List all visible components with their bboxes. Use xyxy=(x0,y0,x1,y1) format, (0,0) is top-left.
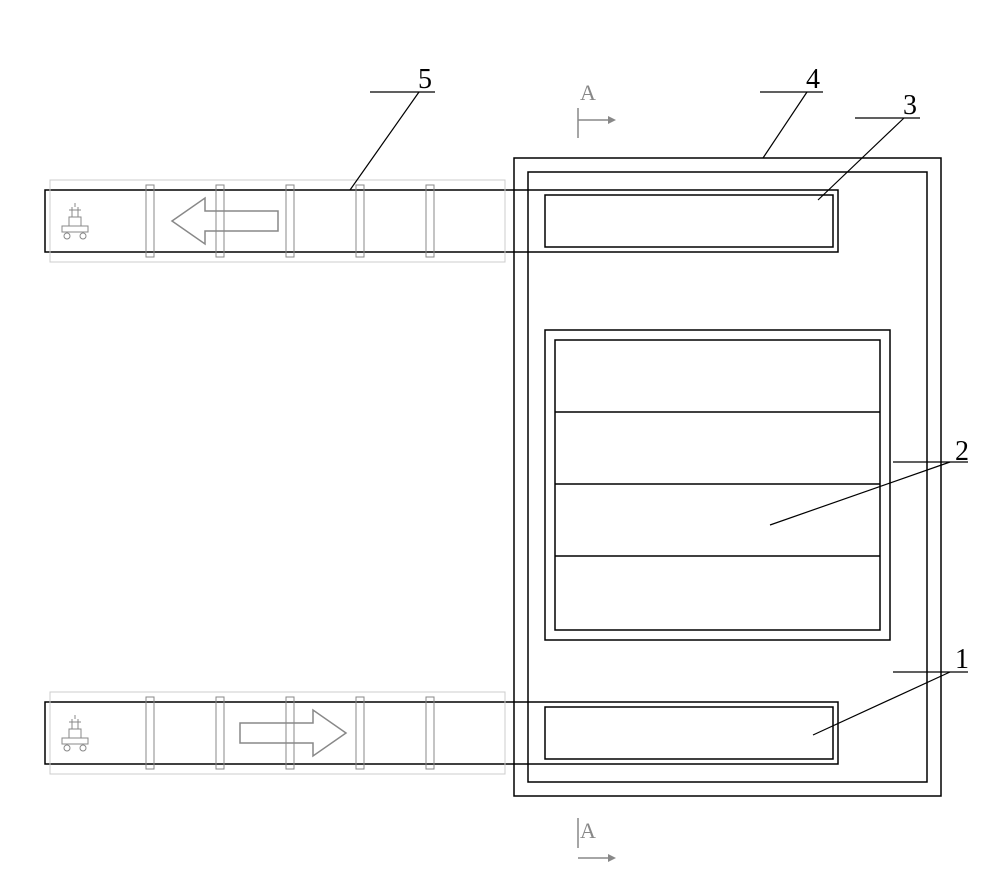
top-conveyor-5 xyxy=(50,180,505,262)
label-2: 2 xyxy=(955,436,969,467)
labels: 1 2 3 4 5 xyxy=(418,64,969,675)
leaders xyxy=(350,92,968,735)
center-box-2 xyxy=(545,330,890,640)
top-channel-3 xyxy=(45,190,838,252)
label-3: 3 xyxy=(903,90,917,121)
outer-frame-4 xyxy=(514,158,941,796)
trolley-icon xyxy=(62,715,88,751)
svg-text:A: A xyxy=(580,818,596,843)
arrow-left-icon xyxy=(172,198,278,244)
section-mark-bottom: A xyxy=(578,818,616,862)
engineering-diagram: A A 1 2 3 4 5 xyxy=(0,0,1000,873)
label-1: 1 xyxy=(955,644,969,675)
label-4: 4 xyxy=(806,64,820,95)
bottom-conveyor xyxy=(50,692,505,774)
section-mark-top: A xyxy=(578,80,616,138)
svg-text:A: A xyxy=(580,80,596,105)
arrow-right-icon xyxy=(240,710,346,756)
label-5: 5 xyxy=(418,64,432,95)
trolley-icon xyxy=(62,203,88,239)
bottom-channel-1 xyxy=(45,702,838,764)
